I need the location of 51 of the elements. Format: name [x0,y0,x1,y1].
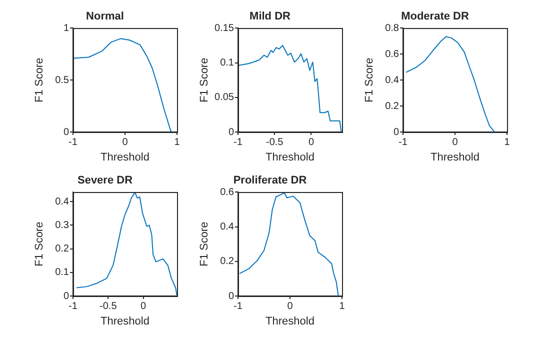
y-tick-label: 0.15 [214,22,234,34]
x-tick-label: 0 [122,136,128,148]
x-tick-label: -0.5 [266,136,284,148]
y-tick-label: 0 [228,126,234,138]
y-axis-title: F1 Score [198,222,211,266]
y-tick-label: 0.2 [385,100,400,112]
x-tick-label: 1 [339,300,346,312]
x-axis-title: Threshold [430,151,480,164]
y-axis-title: F1 Score [364,58,376,102]
y-tick-label: 0.4 [385,74,400,86]
x-tick-label: 1 [504,136,510,148]
x-tick-label: -1 [68,300,78,312]
x-axis-title: Threshold [100,151,150,164]
y-tick-label: 0.3 [55,220,70,231]
y-axis-title: F1 Score [34,58,46,102]
x-tick-label: 0 [452,136,458,148]
x-tick-label: -0.5 [100,300,118,312]
x-tick-label: -1 [234,300,243,312]
x-axis-title: Threshold [100,315,150,328]
chart-title: Mild DR [250,10,291,23]
x-tick-label: 1 [174,136,180,148]
chart-title: Moderate DR [401,10,469,23]
x-tick-label: 0 [287,300,294,312]
y-tick-label: 0 [393,126,400,138]
x-tick-label: -1 [68,136,78,148]
y-tick-label: 0.1 [55,267,70,278]
chart-title: Proliferate DR [233,174,307,187]
y-tick-label: 0.5 [55,74,70,86]
y-tick-label: 0.2 [220,256,234,268]
y-tick-label: 0.05 [214,92,234,104]
chart-title: Normal [86,10,124,23]
y-tick-label: 0.8 [385,22,400,34]
y-tick-label: 0.2 [55,244,70,255]
y-tick-label: 0 [63,290,70,302]
x-tick-label: 0 [140,300,146,312]
x-axis-title: Threshold [266,315,314,328]
x-axis-title: Threshold [266,151,314,164]
y-tick-label: 0.1 [220,58,234,69]
x-tick-label: 0 [308,136,314,148]
y-tick-label: 1 [63,22,70,34]
x-tick-label: -1 [234,136,243,148]
y-axis-title: F1 Score [34,222,46,266]
y-tick-label: 0.6 [220,186,234,198]
chart-title: Severe DR [77,174,133,187]
y-tick-label: 0 [228,290,234,302]
y-tick-label: 0.4 [220,222,234,233]
y-tick-label: 0.4 [55,196,70,208]
y-tick-label: 0 [63,126,70,138]
x-tick-label: -1 [398,136,408,148]
y-tick-label: 0.6 [385,48,400,60]
y-axis-title: F1 Score [198,58,211,102]
